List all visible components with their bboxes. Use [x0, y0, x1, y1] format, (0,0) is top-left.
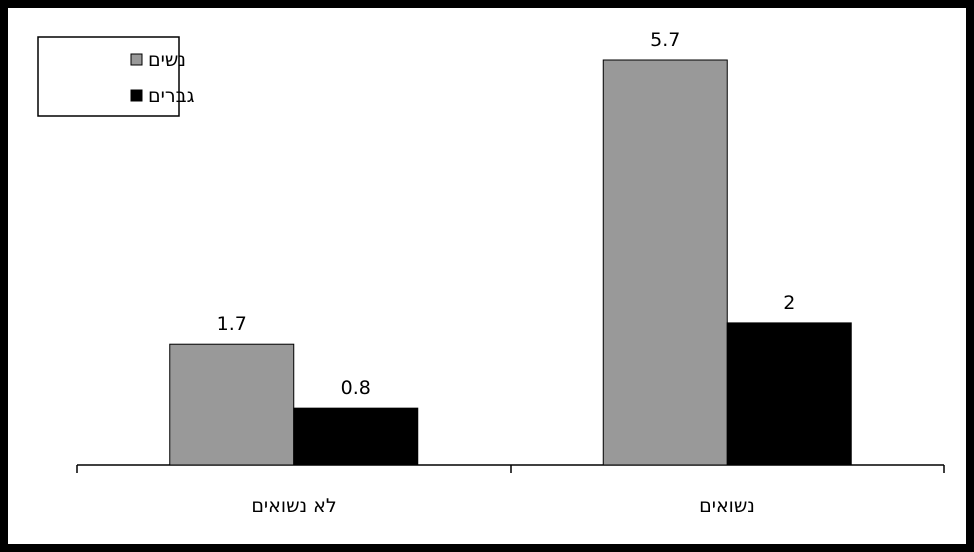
legend-label-women: נשים: [148, 49, 186, 71]
data-label: 2: [783, 292, 795, 314]
category-label: לא נשואים: [251, 495, 336, 517]
bar-men: [293, 407, 419, 466]
legend: נשים גברים: [37, 36, 195, 117]
bar-women: [169, 343, 295, 466]
category-label: נשואים: [699, 495, 755, 517]
legend-box: [37, 36, 180, 117]
data-label: 5.7: [650, 29, 680, 51]
data-label: 0.8: [341, 377, 371, 399]
x-axis: לא נשואים נשואים: [76, 464, 945, 517]
legend-swatch-women: [130, 53, 143, 66]
bars: 1.7 0.8 5.7 2: [169, 29, 852, 466]
data-label: 1.7: [217, 313, 247, 335]
legend-label-men: גברים: [148, 85, 195, 107]
legend-swatch-men: [130, 89, 143, 102]
bar-women: [602, 59, 728, 466]
bar-men: [726, 322, 852, 466]
